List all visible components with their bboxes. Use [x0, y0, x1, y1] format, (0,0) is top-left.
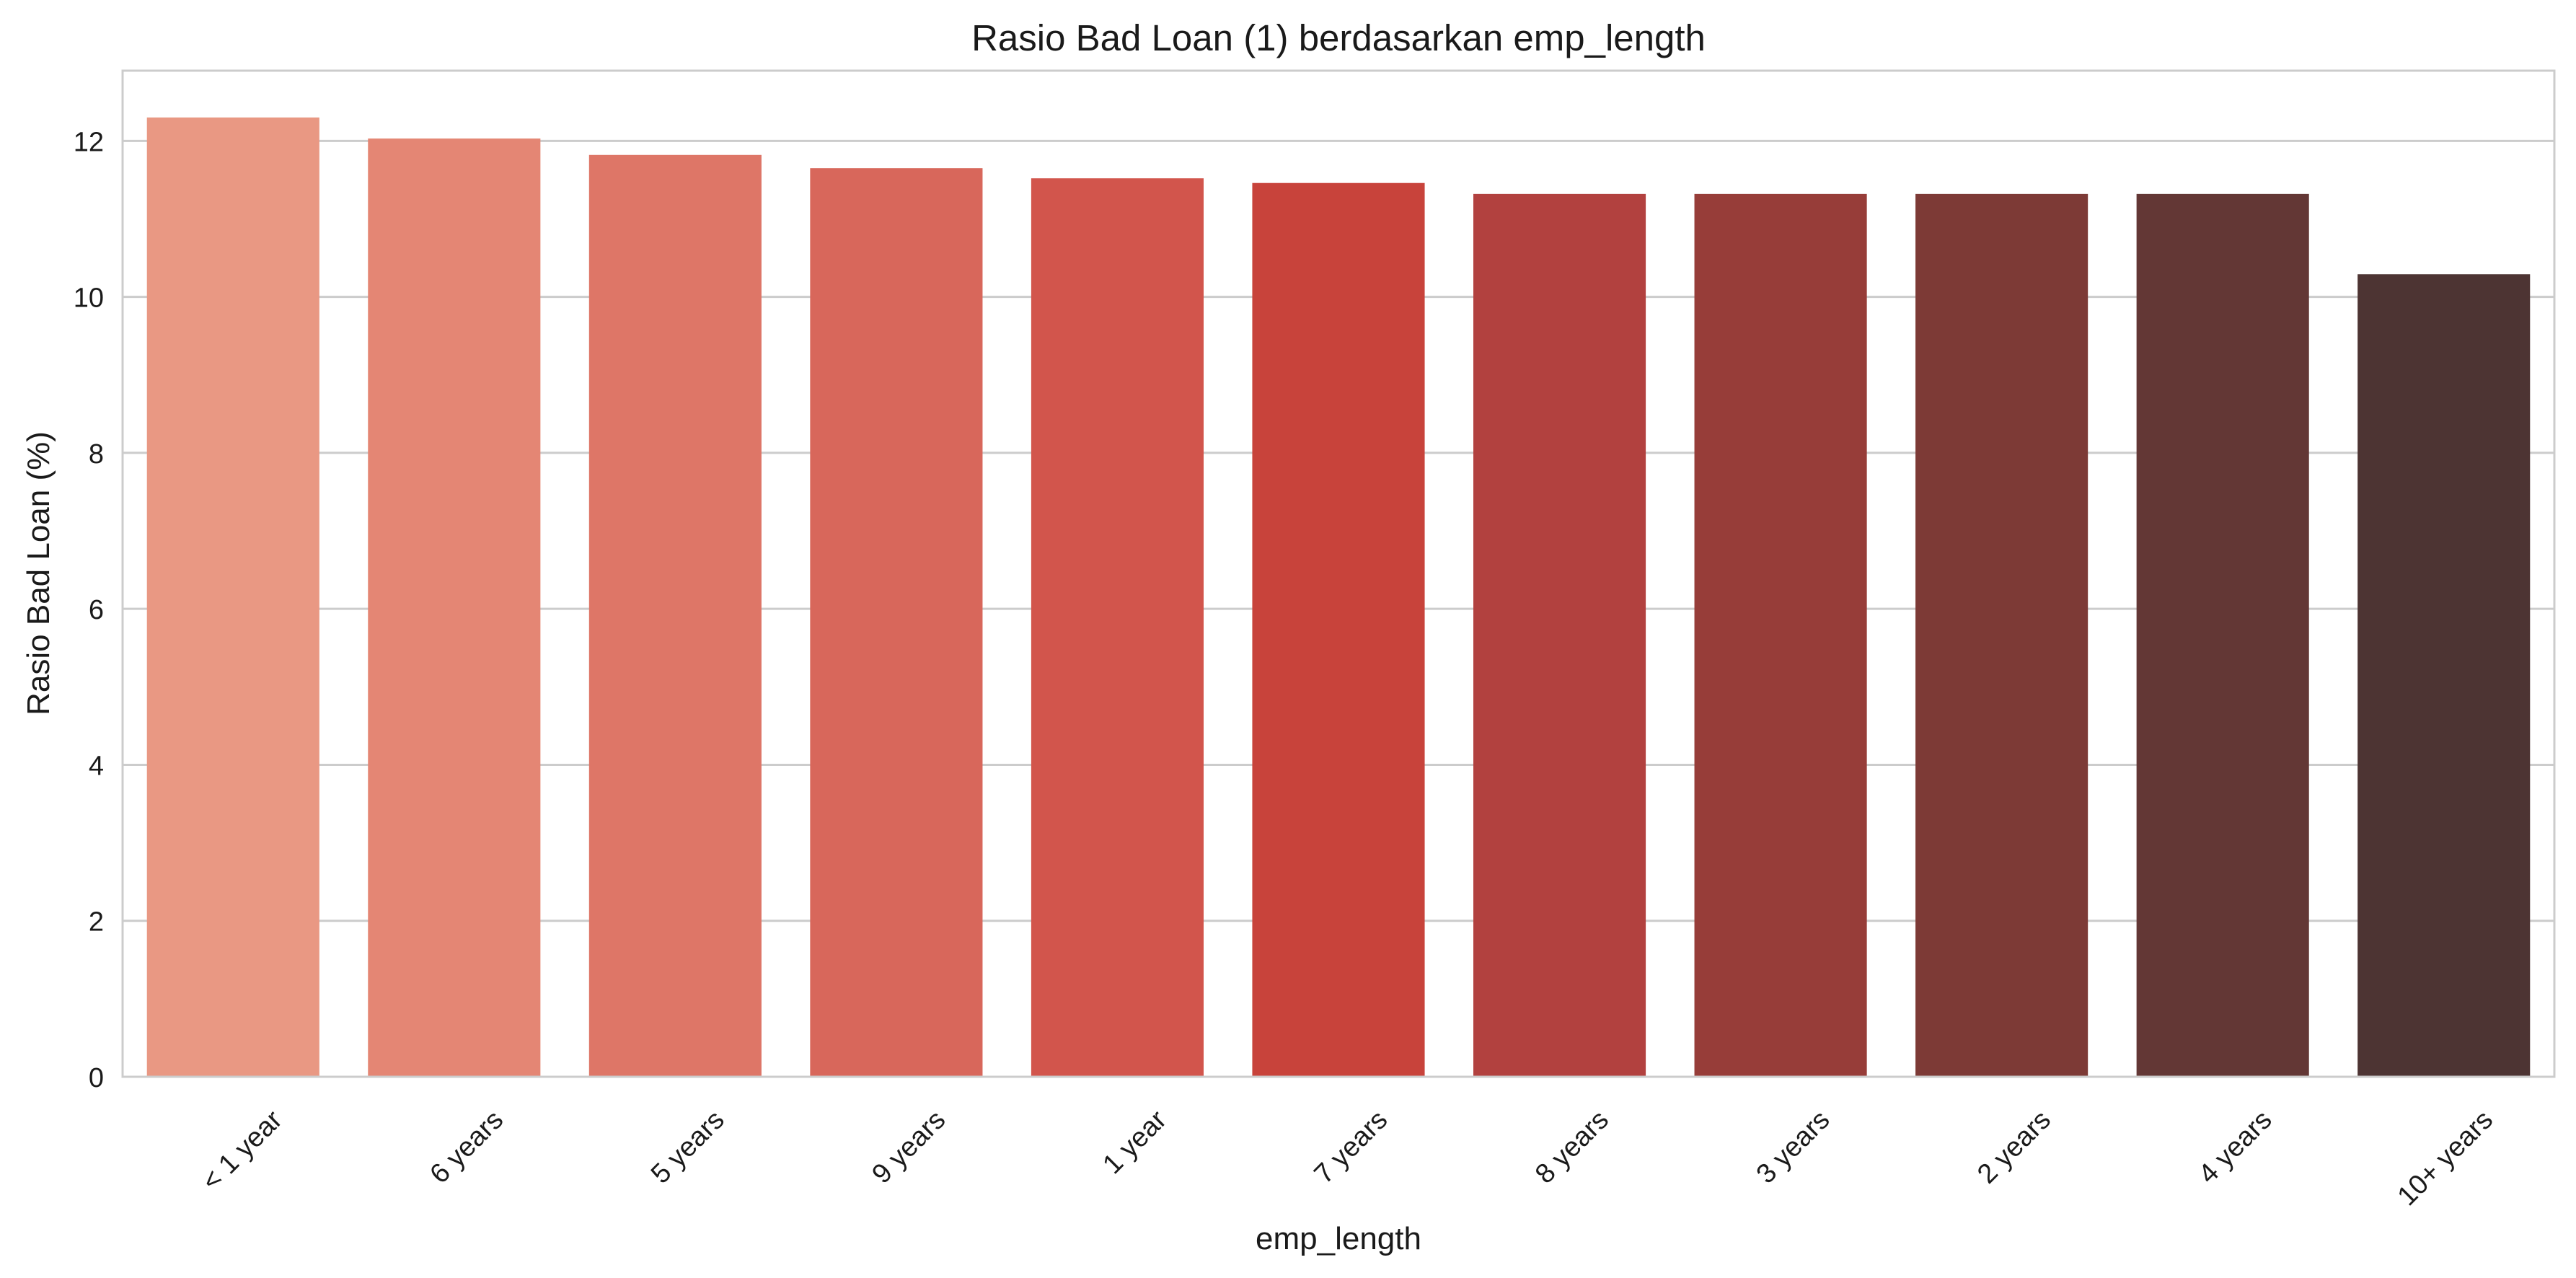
- bar: [810, 168, 983, 1077]
- x-tick-label: 7 years: [1309, 1105, 1394, 1190]
- y-axis-label: Rasio Bad Loan (%): [21, 431, 56, 715]
- x-tick-label: 4 years: [2193, 1105, 2278, 1190]
- x-axis-label: emp_length: [1256, 1221, 1421, 1256]
- bar: [2136, 193, 2309, 1077]
- bars: [146, 117, 2531, 1078]
- x-tick-label: < 1 year: [196, 1104, 288, 1197]
- x-tick-label: 1 year: [1097, 1104, 1173, 1180]
- x-tick-labels: < 1 year 6 years 5 years 9 years 1 year 7 yea…: [196, 1104, 2499, 1212]
- x-tick-label: 5 years: [645, 1105, 731, 1190]
- y-tick-labels: 0 2 4 6 8 10 12: [74, 127, 104, 1093]
- y-tick-label: 12: [74, 127, 104, 157]
- bar: [368, 138, 541, 1077]
- x-tick-label: 6 years: [424, 1105, 509, 1190]
- chart-title: Rasio Bad Loan (1) berdasarkan emp_lengt…: [971, 17, 1706, 58]
- y-tick-label: 10: [74, 283, 104, 314]
- bar: [1252, 182, 1425, 1077]
- y-tick-label: 4: [89, 751, 104, 781]
- y-tick-label: 6: [89, 595, 104, 625]
- bar: [146, 117, 319, 1077]
- bar: [1473, 193, 1646, 1077]
- plot-frame: [121, 69, 2556, 1078]
- x-tick-label: 3 years: [1751, 1105, 1836, 1190]
- bar: [1915, 193, 2088, 1077]
- bar: [2357, 274, 2531, 1078]
- bar: [588, 154, 762, 1078]
- bar: [1031, 178, 1204, 1078]
- y-tick-label: 2: [89, 907, 104, 938]
- y-tick-label: 8: [89, 439, 104, 470]
- x-tick-label: 10+ years: [2392, 1105, 2499, 1212]
- x-tick-label: 9 years: [866, 1105, 951, 1190]
- x-tick-label: 8 years: [1530, 1105, 1615, 1190]
- y-tick-label: 0: [89, 1063, 104, 1093]
- x-tick-label: 2 years: [1972, 1105, 2057, 1190]
- bar: [1694, 193, 1867, 1077]
